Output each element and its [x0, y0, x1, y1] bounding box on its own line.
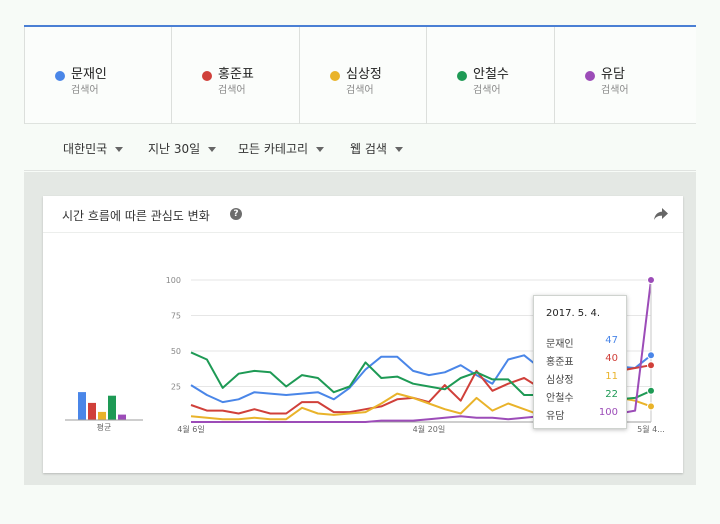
term-color-dot: [202, 71, 212, 81]
chevron-down-icon: [115, 147, 124, 152]
tooltip-row: 안철수 22: [546, 389, 618, 404]
y-tick-label: 75: [171, 312, 181, 321]
term-item-3[interactable]: 심상정 검색어: [299, 27, 427, 124]
tooltip-row: 문재인 47: [546, 335, 618, 350]
interest-over-time-card: 시간 흐름에 따른 관심도 변화 ? 25 50 75 100 4월 6일 4월 20일 5…: [43, 196, 683, 473]
y-tick-label: 50: [171, 347, 181, 356]
category-dropdown[interactable]: 모든 카테고리: [238, 140, 325, 157]
tooltip-value: 100: [598, 407, 618, 418]
share-icon[interactable]: [653, 207, 669, 221]
region-label: 대한민국: [63, 142, 108, 156]
chevron-down-icon: [208, 147, 217, 152]
term-name: 유담: [601, 67, 625, 82]
average-bar: [78, 392, 86, 420]
comparison-terms-bar: 문재인 검색어 홍준표 검색어 심상정 검색어 안철수 검색어 유담 검색어: [24, 25, 696, 124]
term-name: 안철수: [473, 67, 509, 82]
x-tick-label: 4월 6일: [177, 424, 204, 434]
term-type: 검색어: [473, 85, 501, 96]
tooltip-term: 안철수: [546, 393, 574, 404]
tooltip-row: 유담 100: [546, 407, 618, 422]
hover-point: [647, 402, 655, 411]
y-tick-label: 100: [166, 276, 181, 285]
term-name: 심상정: [346, 67, 382, 82]
tooltip-value: 40: [605, 353, 618, 364]
term-color-dot: [55, 71, 65, 81]
x-tick-label: 4월 20일: [413, 424, 446, 434]
term-name: 홍준표: [218, 67, 254, 82]
filter-bar: 대한민국 지난 30일 모든 카테고리 웹 검색: [24, 125, 696, 171]
y-tick-label: 25: [171, 383, 181, 392]
average-label: 평균: [97, 422, 112, 432]
tooltip-date: 2017. 5. 4.: [546, 308, 601, 319]
hover-point: [647, 351, 655, 360]
tooltip-row: 홍준표 40: [546, 353, 618, 368]
card-title: 시간 흐름에 따른 관심도 변화: [62, 209, 210, 223]
average-bar: [118, 414, 126, 420]
hover-point: [647, 276, 655, 284]
tooltip-term: 홍준표: [546, 357, 574, 368]
hover-point: [647, 361, 655, 370]
x-tick-label: 5월 4...: [637, 424, 665, 434]
term-item-4[interactable]: 안철수 검색어: [426, 27, 554, 124]
tooltip-value: 47: [605, 335, 618, 346]
term-item-2[interactable]: 홍준표 검색어: [171, 27, 299, 124]
average-bar: [98, 411, 106, 420]
search-type-label: 웹 검색: [350, 142, 387, 156]
tooltip-value: 22: [605, 389, 618, 400]
average-bar: [108, 395, 116, 420]
card-header: 시간 흐름에 따른 관심도 변화 ?: [43, 196, 683, 233]
term-name: 문재인: [71, 67, 107, 82]
term-type: 검색어: [71, 85, 99, 96]
hover-point: [647, 386, 655, 395]
tooltip-term: 유담: [546, 411, 565, 422]
tooltip-value: 11: [605, 371, 618, 382]
term-color-dot: [457, 71, 467, 81]
term-type: 검색어: [601, 85, 629, 96]
tooltip-term: 문재인: [546, 339, 574, 350]
tooltip-row: 심상정 11: [546, 371, 618, 386]
chart-tooltip: 2017. 5. 4. 문재인 47 홍준표 40 심상정 11 안철수 22 …: [533, 295, 627, 429]
term-item-5[interactable]: 유담 검색어: [554, 27, 696, 124]
tooltip-term: 심상정: [546, 375, 574, 386]
help-icon[interactable]: ?: [230, 208, 242, 220]
term-color-dot: [330, 71, 340, 81]
chevron-down-icon: [394, 147, 403, 152]
term-color-dot: [585, 71, 595, 81]
search-type-dropdown[interactable]: 웹 검색: [350, 140, 403, 157]
chevron-down-icon: [316, 147, 325, 152]
term-item-1[interactable]: 문재인 검색어: [24, 27, 152, 124]
category-label: 모든 카테고리: [238, 142, 309, 156]
average-bar: [88, 402, 96, 420]
time-range-dropdown[interactable]: 지난 30일: [148, 140, 217, 157]
term-type: 검색어: [346, 85, 374, 96]
term-type: 검색어: [218, 85, 246, 96]
region-dropdown[interactable]: 대한민국: [63, 140, 124, 157]
time-range-label: 지난 30일: [148, 142, 201, 156]
